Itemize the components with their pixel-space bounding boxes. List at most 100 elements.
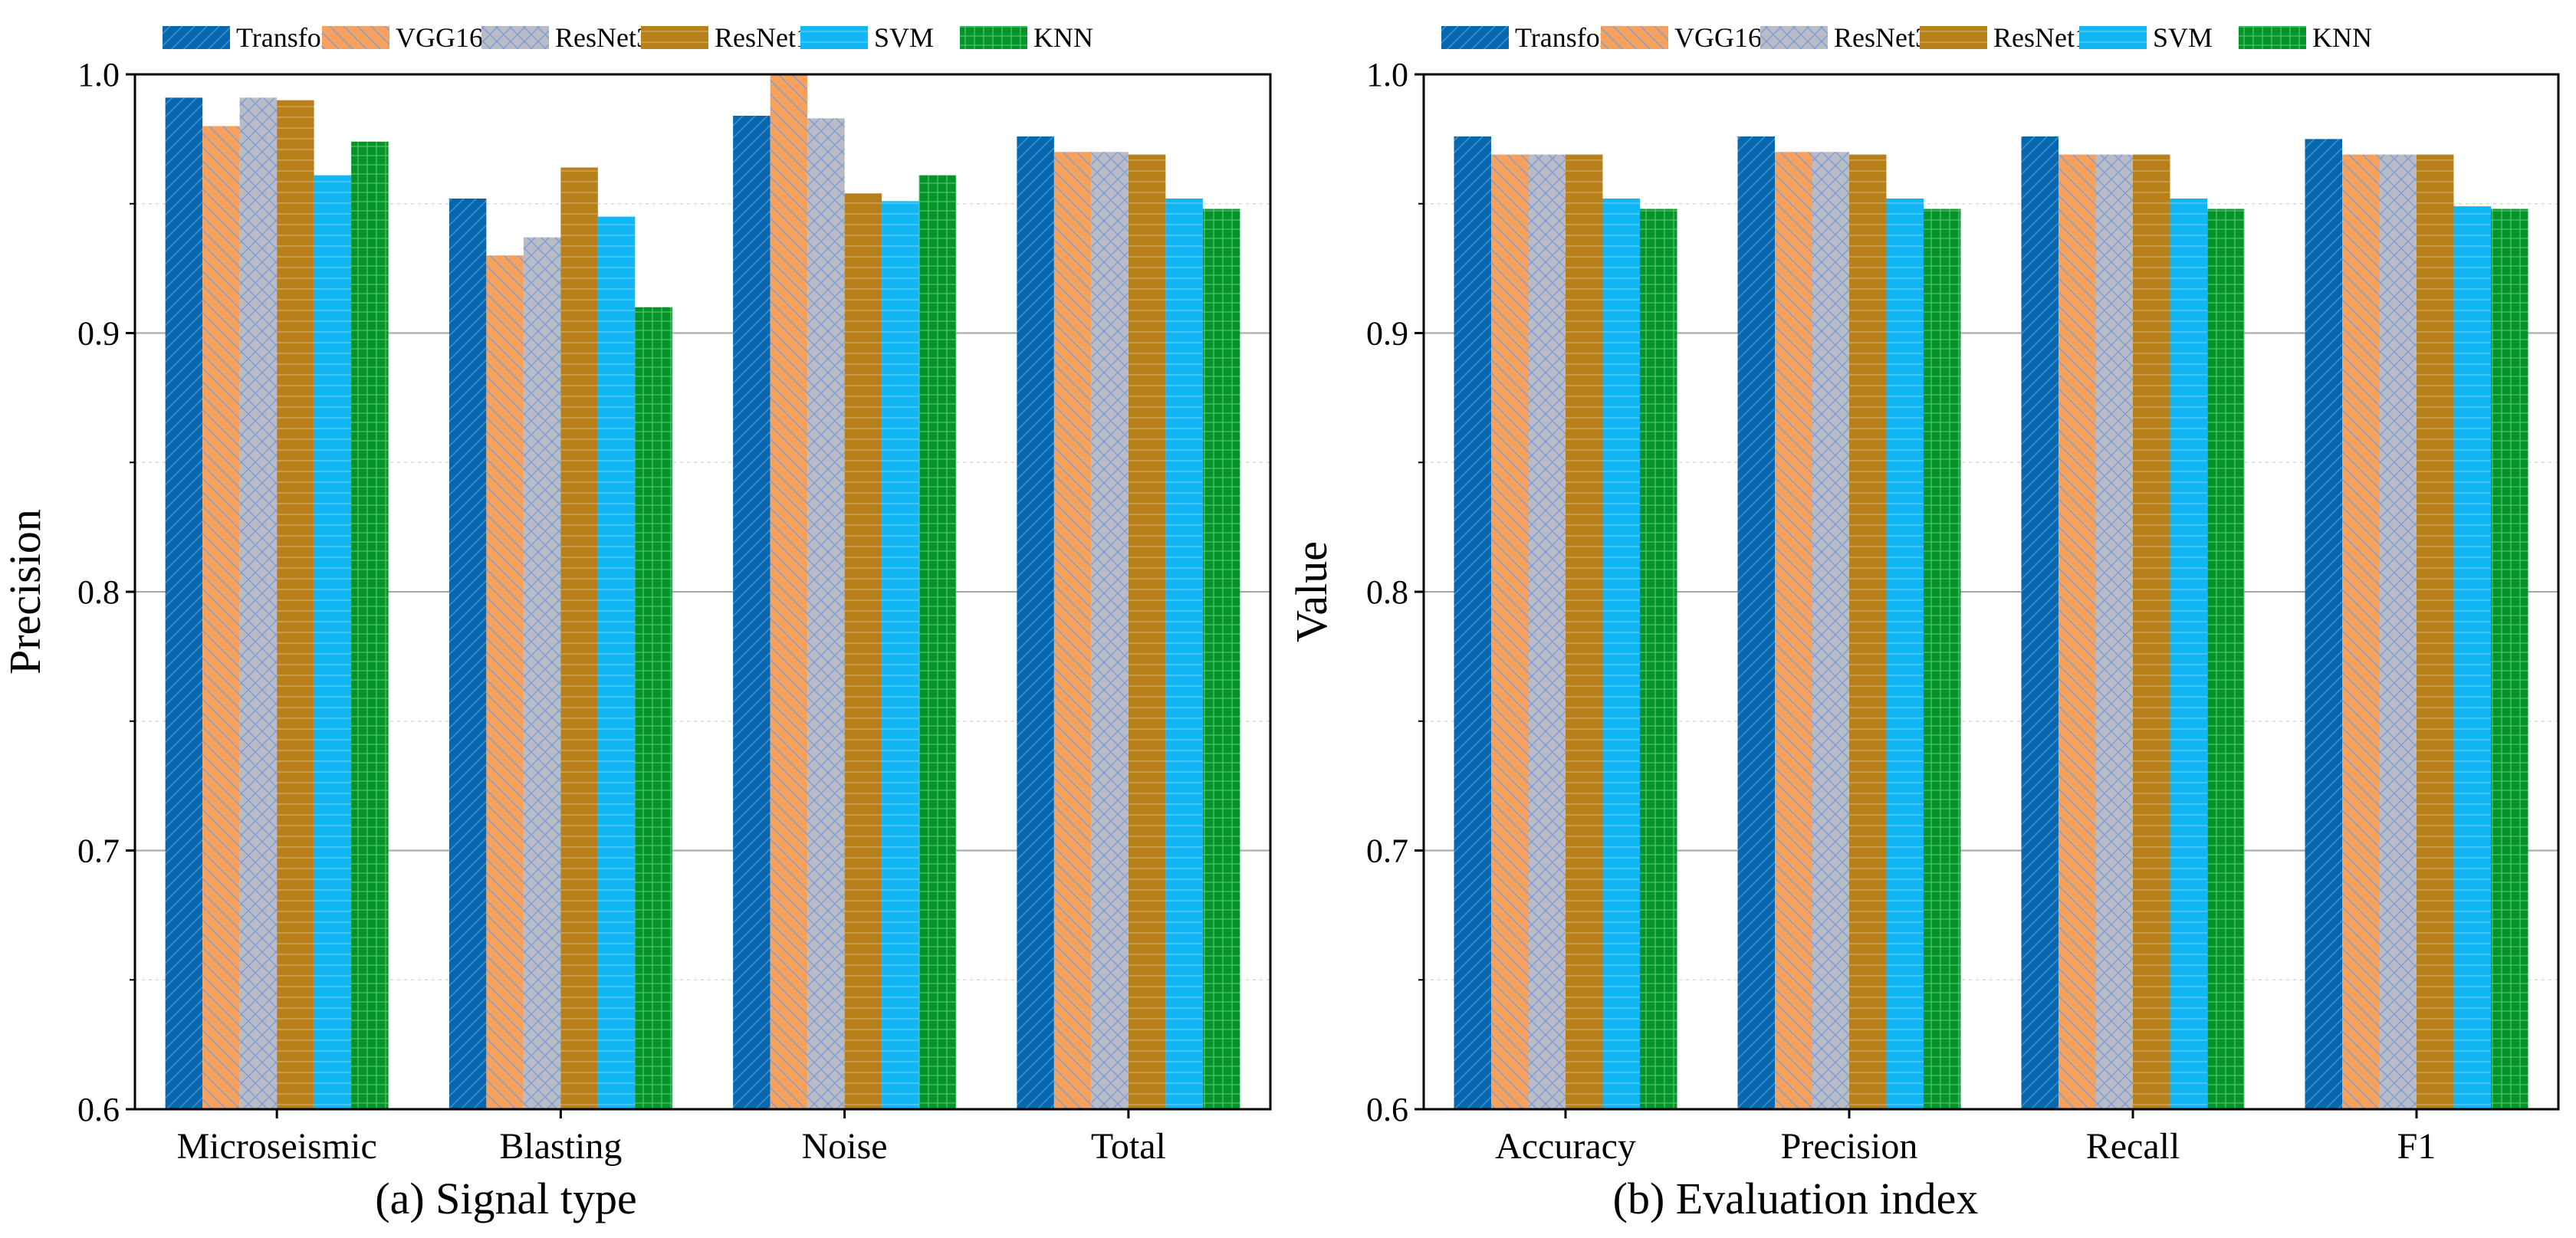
bar-resnet34-recall (2095, 154, 2133, 1109)
legend-item-knn: KNN (960, 22, 1093, 53)
bar-knn-total (1202, 209, 1240, 1109)
y-tick-label: 1.0 (1366, 56, 1408, 94)
bar-resnet18-recall (2133, 154, 2170, 1109)
legend-swatch (163, 26, 230, 49)
legend-swatch (2079, 26, 2147, 49)
y-tick-label: 0.6 (77, 1091, 120, 1128)
bar-resnet18-f1 (2417, 154, 2454, 1109)
plot-frame (133, 73, 1272, 1111)
bar-transformer-f1 (2305, 139, 2342, 1109)
bar-resnet34-microseismic (239, 97, 278, 1109)
bar-resnet34-total (1091, 152, 1129, 1109)
legend-swatch (1601, 26, 1668, 49)
bar-resnet34-noise (807, 118, 845, 1109)
bar-transformer-noise (733, 116, 770, 1109)
x-tick-label: Precision (1781, 1126, 1918, 1167)
legend-item-svm: SVM (800, 22, 934, 53)
bar-transformer-blasting (449, 199, 487, 1109)
bar-resnet18-accuracy (1566, 154, 1603, 1109)
legend-swatch (2239, 26, 2306, 49)
panel-caption: (b) Evaluation index (1613, 1174, 1979, 1223)
bar-knn-precision (1924, 209, 1961, 1109)
x-tick-label: Blasting (499, 1126, 622, 1167)
bar-svm-total (1165, 199, 1203, 1109)
bar-vgg16-precision (1775, 152, 1812, 1109)
bar-vgg16-accuracy (1491, 154, 1529, 1109)
bar-resnet34-blasting (523, 237, 561, 1109)
x-tick-label: Noise (802, 1126, 888, 1167)
legend-item-resnet18: ResNet18 (641, 22, 823, 53)
legend-swatch (322, 26, 389, 49)
legend-swatch (1920, 26, 1987, 49)
legend-label: VGG16 (1674, 22, 1762, 53)
y-tick-label: 0.7 (1366, 832, 1408, 870)
bar-transformer-microseismic (165, 97, 203, 1109)
legend-label: KNN (2312, 22, 2372, 53)
bar-knn-recall (2207, 209, 2245, 1109)
x-tick-label: Microseismic (176, 1126, 376, 1167)
legend-swatch (641, 26, 708, 49)
bar-resnet34-precision (1812, 152, 1849, 1109)
legend-swatch (1441, 26, 1509, 49)
legend-label: KNN (1033, 22, 1093, 53)
legend-label: VGG16 (396, 22, 483, 53)
x-tick-label: Recall (2086, 1126, 2180, 1167)
y-tick-label: 0.8 (1366, 573, 1408, 611)
y-axis-title: Precision (0, 509, 50, 675)
bar-knn-noise (918, 175, 957, 1109)
bar-svm-precision (1886, 199, 1924, 1109)
bar-svm-recall (2170, 199, 2207, 1109)
y-axis-title: Value (1286, 541, 1336, 642)
y-tick-label: 0.7 (77, 832, 120, 870)
bar-svm-blasting (597, 216, 636, 1109)
bar-svm-accuracy (1602, 199, 1640, 1109)
bar-resnet18-noise (844, 193, 882, 1109)
legend-item-knn: KNN (2239, 22, 2372, 53)
bar-transformer-recall (2021, 136, 2058, 1109)
panel-evaluation-index: 0.6 0.7 0.8 0.9 1.0 Accuracy Precision Recall F1… (1286, 22, 2560, 1223)
bar-vgg16-total (1053, 152, 1092, 1109)
bar-knn-f1 (2491, 209, 2528, 1109)
x-tick-label: F1 (2397, 1126, 2436, 1167)
panel-signal-type: 0.6 0.7 0.8 0.9 1.0 Microseismic Blasting Noise… (0, 22, 1272, 1223)
legend-swatch (800, 26, 868, 49)
y-tick-label: 1.0 (77, 56, 120, 94)
bar-knn-blasting (635, 307, 672, 1109)
bar-knn-microseismic (351, 141, 389, 1109)
legend-item-resnet18: ResNet18 (1920, 22, 2102, 53)
bar-transformer-total (1017, 136, 1054, 1109)
bar-vgg16-noise (770, 74, 808, 1109)
bar-resnet18-precision (1849, 154, 1887, 1109)
bar-knn-accuracy (1640, 209, 1677, 1109)
legend-item-svm: SVM (2079, 22, 2213, 53)
bar-svm-noise (882, 201, 919, 1109)
bar-resnet18-total (1128, 154, 1166, 1109)
bar-svm-f1 (2453, 206, 2491, 1109)
y-tick-label: 0.8 (77, 573, 120, 611)
y-tick-label: 0.6 (1366, 1091, 1408, 1128)
bar-transformer-accuracy (1454, 136, 1491, 1109)
plot-frame (1422, 73, 2560, 1111)
legend-swatch (960, 26, 1027, 49)
bar-resnet34-f1 (2379, 154, 2417, 1109)
legend-item-vgg16: VGG16 (322, 22, 483, 53)
legend-item-vgg16: VGG16 (1601, 22, 1762, 53)
y-tick-label: 0.9 (1366, 315, 1408, 353)
bar-vgg16-recall (2058, 154, 2096, 1109)
bar-resnet18-blasting (560, 167, 598, 1109)
bar-vgg16-blasting (486, 255, 524, 1109)
legend-label: SVM (874, 22, 934, 53)
x-tick-label: Total (1091, 1126, 1166, 1167)
bar-svm-microseismic (314, 175, 352, 1109)
legend-label: SVM (2153, 22, 2213, 53)
x-tick-label: Accuracy (1495, 1126, 1636, 1167)
bar-transformer-precision (1737, 136, 1775, 1109)
legend-item-resnet34: ResNet34 (481, 22, 664, 53)
y-tick-label: 0.9 (77, 315, 120, 353)
legend-item-resnet34: ResNet34 (1760, 22, 1943, 53)
panel-caption: (a) Signal type (375, 1174, 636, 1223)
bar-vgg16-microseismic (202, 126, 240, 1109)
bar-resnet34-accuracy (1528, 154, 1566, 1109)
legend-swatch (1760, 26, 1828, 49)
